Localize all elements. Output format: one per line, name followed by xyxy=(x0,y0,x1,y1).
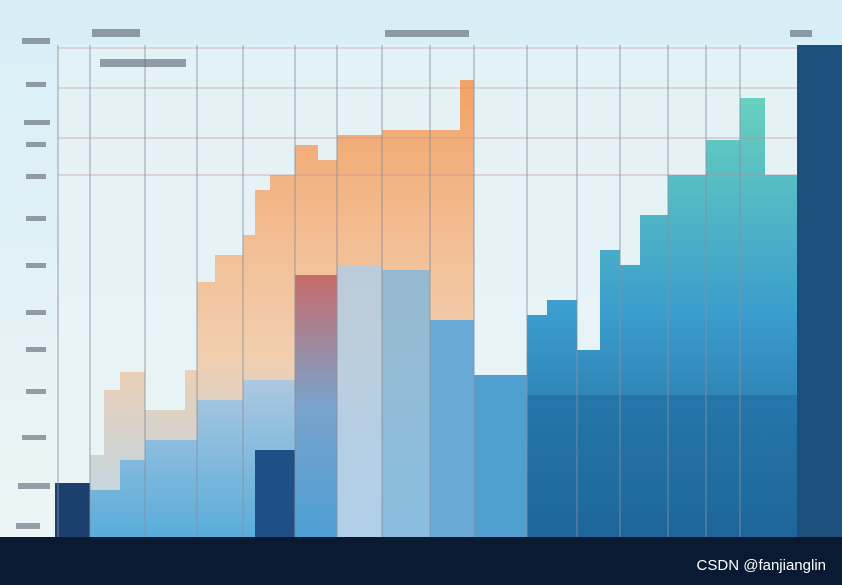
tick-mark xyxy=(26,310,46,315)
mid-bar xyxy=(337,265,382,537)
tick-mark xyxy=(22,435,46,440)
tick-mark xyxy=(22,38,50,44)
mid-bar xyxy=(382,270,430,537)
dark-bar xyxy=(255,450,295,537)
tick-mark xyxy=(24,120,50,125)
tick-mark xyxy=(26,216,46,221)
tall-bar xyxy=(797,45,842,537)
vertical-lines xyxy=(57,45,741,540)
tick-mark xyxy=(790,30,812,37)
mid-bar xyxy=(474,375,527,537)
mid-bar xyxy=(430,320,474,537)
blue-base xyxy=(527,395,797,537)
bottom-band xyxy=(0,537,842,585)
tick-mark xyxy=(26,174,46,179)
watermark: CSDN @fanjianglin xyxy=(697,557,826,574)
tick-mark xyxy=(26,389,46,394)
tick-mark xyxy=(385,30,469,37)
dark-bar xyxy=(55,483,90,537)
mid-bar xyxy=(295,275,337,537)
tick-mark xyxy=(16,523,40,529)
light-area xyxy=(90,380,295,537)
tick-mark xyxy=(26,263,46,268)
tick-mark xyxy=(100,59,186,67)
tick-mark xyxy=(26,82,46,87)
illegible-ticks xyxy=(16,29,812,529)
tick-mark xyxy=(26,142,46,147)
tick-mark xyxy=(26,347,46,352)
tick-mark xyxy=(18,483,50,489)
tick-mark xyxy=(92,29,140,37)
